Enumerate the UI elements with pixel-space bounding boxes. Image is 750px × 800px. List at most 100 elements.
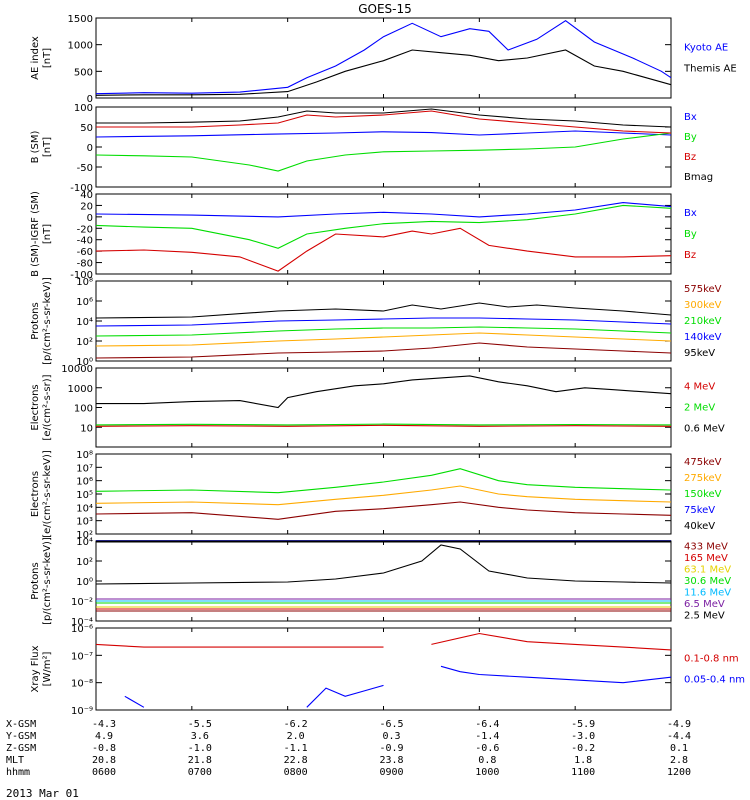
y-axis-label: B (SM)-IGRF (SM)[nT]	[30, 191, 53, 277]
y-axis-label: Electrons[e/(cm²-s-sr)]	[30, 374, 53, 440]
legend-entry: 30.6 MeV	[684, 576, 731, 587]
y-tick-label: 10³	[76, 517, 93, 528]
y-tick-label: 50	[80, 123, 93, 134]
ephemeris-value: -6.4	[475, 719, 499, 730]
ephemeris-label: MLT	[6, 755, 24, 766]
y-tick-label: 10	[80, 423, 93, 434]
legend-entry: 210keV	[684, 316, 722, 327]
legend-entry: Kyoto AE	[684, 43, 728, 54]
y-tick-label: 10⁴	[76, 317, 93, 328]
series-line	[95, 485, 672, 506]
ephemeris-value: -4.9	[667, 719, 691, 730]
series-line	[95, 342, 672, 359]
y-axis-label: AE index[nT]	[30, 36, 53, 80]
ephemeris-value: 0900	[379, 767, 403, 778]
ephemeris-value: -5.9	[571, 719, 595, 730]
ephemeris-label: hhmm	[6, 767, 30, 778]
series-line	[96, 110, 672, 134]
legend-entry: Bmag	[684, 172, 713, 183]
ephemeris-value: 22.8	[284, 755, 308, 766]
y-tick-label: 10²	[76, 337, 93, 348]
series-line	[95, 204, 672, 249]
legend-entry: By	[684, 132, 697, 143]
y-tick-label: 40	[80, 190, 93, 201]
ephemeris-value: 4.9	[95, 731, 113, 742]
ephemeris-value: 0.1	[670, 743, 688, 754]
legend-entry: 300keV	[684, 300, 722, 311]
y-tick-label: 10000	[61, 364, 93, 375]
legend-entry: 0.6 MeV	[684, 424, 725, 435]
legend-entry: Bx	[684, 208, 697, 219]
series-line	[95, 49, 672, 96]
y-tick-label: 10⁻⁸	[71, 679, 93, 690]
ephemeris-value: 1100	[571, 767, 595, 778]
ephemeris-value: -3.0	[571, 731, 595, 742]
legend-entry: 140keV	[684, 332, 722, 343]
y-tick-label: 10⁵	[76, 490, 93, 501]
y-tick-label: 10⁴	[76, 503, 93, 514]
series-line	[95, 643, 384, 648]
legend-entry: 275keV	[684, 473, 722, 484]
panel-frame	[95, 106, 672, 188]
legend-entry: 2.5 MeV	[684, 610, 725, 621]
legend-entry: 165 MeV	[684, 553, 728, 564]
ephemeris-value: -4.4	[667, 731, 691, 742]
legend-entry: Themis AE	[683, 64, 737, 75]
series-line	[95, 423, 672, 426]
y-tick-label: 0	[87, 213, 93, 224]
ephemeris-value: -1.4	[475, 731, 499, 742]
ephemeris-value: 21.8	[188, 755, 212, 766]
legend-entry: 475keV	[684, 457, 722, 468]
ephemeris-value: -0.9	[379, 743, 403, 754]
ephemeris-value: 0600	[92, 767, 116, 778]
ephemeris-value: -1.1	[284, 743, 308, 754]
y-tick-label: 100	[74, 103, 93, 114]
y-tick-label: 10⁸	[76, 277, 93, 288]
y-tick-label: -100	[70, 183, 93, 194]
panel-frame	[95, 17, 672, 99]
ephemeris-value: 0.3	[382, 731, 400, 742]
legend-entry: 433 MeV	[684, 542, 728, 553]
y-tick-label: -80	[77, 259, 93, 270]
ephemeris-value: -0.2	[571, 743, 595, 754]
legend-entry: By	[684, 229, 697, 240]
panel-ae: 0 500 1000 1500 AE index[nT] Kyoto AE Themis A…	[30, 14, 737, 105]
y-tick-label: -60	[77, 247, 93, 258]
y-tick-label: 10⁰	[76, 577, 93, 588]
y-tick-label: 10⁴	[76, 537, 93, 548]
legend-entry: 4 MeV	[684, 382, 715, 393]
y-tick-label: 10⁷	[76, 463, 93, 474]
y-tick-label: 10²	[76, 530, 93, 541]
y-tick-label: -50	[77, 163, 93, 174]
series-line	[95, 202, 672, 218]
y-tick-label: 10⁻⁴	[71, 617, 93, 628]
series-line	[306, 684, 384, 708]
series-line	[95, 424, 672, 427]
y-tick-label: 10⁸	[76, 450, 93, 461]
y-tick-label: 10⁻⁹	[71, 706, 93, 717]
ephemeris-value: 0700	[188, 767, 212, 778]
y-tick-label: 10⁻⁶	[71, 624, 93, 635]
ephemeris-value: -1.0	[188, 743, 212, 754]
ephemeris-value: -6.2	[284, 719, 308, 730]
y-tick-label: 100	[74, 404, 93, 415]
legend-entry: Bx	[684, 112, 697, 123]
y-tick-label: 10⁻⁷	[71, 651, 93, 662]
legend-entry: 95keV	[684, 348, 715, 359]
y-tick-label: 500	[74, 67, 93, 78]
y-tick-label: 20	[80, 201, 93, 212]
y-axis-label: Xray Flux[W/m²]	[30, 645, 53, 692]
ephemeris-value: 0.8	[478, 755, 496, 766]
series-line	[95, 20, 672, 95]
ephemeris-value: -4.3	[92, 719, 116, 730]
series-line	[96, 108, 672, 128]
panel-frame	[95, 453, 672, 535]
legend-entry: 0.1-0.8 nm	[684, 654, 739, 665]
y-axis-label: Protons[p/(cm²-s-sr-keV)]	[30, 277, 53, 365]
legend-entry: Bz	[684, 250, 696, 261]
series-line	[431, 632, 672, 651]
legend-entry: 11.6 MeV	[684, 587, 731, 598]
series-line	[95, 544, 672, 585]
